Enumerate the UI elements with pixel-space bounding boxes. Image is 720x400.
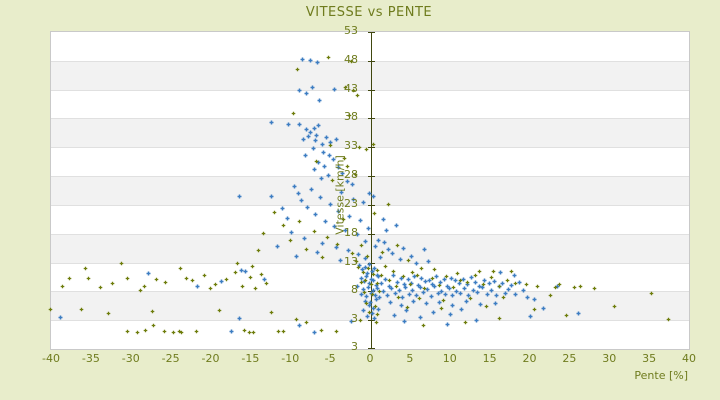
y-tick-label: 38 <box>344 110 358 124</box>
y-tick-label: 3 <box>351 312 358 326</box>
axis-tick <box>368 204 375 206</box>
plot-band <box>51 176 689 205</box>
y-tick-label: 43 <box>344 81 358 95</box>
y-tick-label: 53 <box>344 24 358 37</box>
y-tick-label: 28 <box>344 168 358 182</box>
x-tick-label: -25 <box>161 352 180 365</box>
x-tick-label: -30 <box>121 352 140 365</box>
series-serie-olive-points <box>48 55 671 335</box>
axis-tick <box>368 233 375 235</box>
plot-band <box>51 60 689 90</box>
axis-tick <box>368 89 375 91</box>
axis-tick <box>368 118 375 120</box>
x-tick-label: -20 <box>201 352 220 365</box>
x-tick-label: 10 <box>442 352 457 365</box>
y-tick-label: 18 <box>344 225 358 239</box>
y-axis-zero-line <box>371 32 372 349</box>
scatter-canvas <box>48 55 671 335</box>
x-tick-label: 15 <box>482 352 497 365</box>
y-tick-label: 33 <box>344 139 358 153</box>
series-serie-bleue-points <box>58 57 581 335</box>
axis-tick <box>368 147 375 149</box>
axis-tick <box>368 176 375 178</box>
x-tick-label: -10 <box>281 352 300 365</box>
x-tick-label: -15 <box>241 352 260 365</box>
y-tick-label: 8 <box>351 283 358 297</box>
x-tick-label: -35 <box>81 352 100 365</box>
x-tick-label: 0 <box>366 352 374 365</box>
x-tick-label: 40 <box>682 352 696 365</box>
chart-title: VITESSE vs PENTE <box>305 5 433 20</box>
plot-area <box>48 31 690 350</box>
x-tick-label: -40 <box>42 352 60 365</box>
x-tick-label: 35 <box>642 352 657 365</box>
x-tick-label: 30 <box>602 352 617 365</box>
axis-tick <box>368 32 375 33</box>
axis-tick <box>368 348 375 349</box>
x-tick-label: -5 <box>324 352 336 365</box>
x-tick-label: 20 <box>522 352 537 365</box>
y-tick-label: 13 <box>344 254 358 268</box>
y-tick-label: 48 <box>344 52 358 66</box>
y-tick-label: 23 <box>344 196 358 210</box>
x-tick-label: 5 <box>406 352 414 365</box>
y-baseline-label: 3 <box>351 340 358 353</box>
axis-tick <box>368 60 375 62</box>
x-tick-label: 25 <box>562 352 577 365</box>
axis-tick <box>368 320 375 322</box>
plot-band <box>51 118 689 148</box>
y-axis-title: Vitesse [km/h] <box>333 155 347 235</box>
axis-tick <box>368 262 375 264</box>
x-axis-title: Pente [%] <box>634 369 688 382</box>
plot-band <box>51 233 689 263</box>
